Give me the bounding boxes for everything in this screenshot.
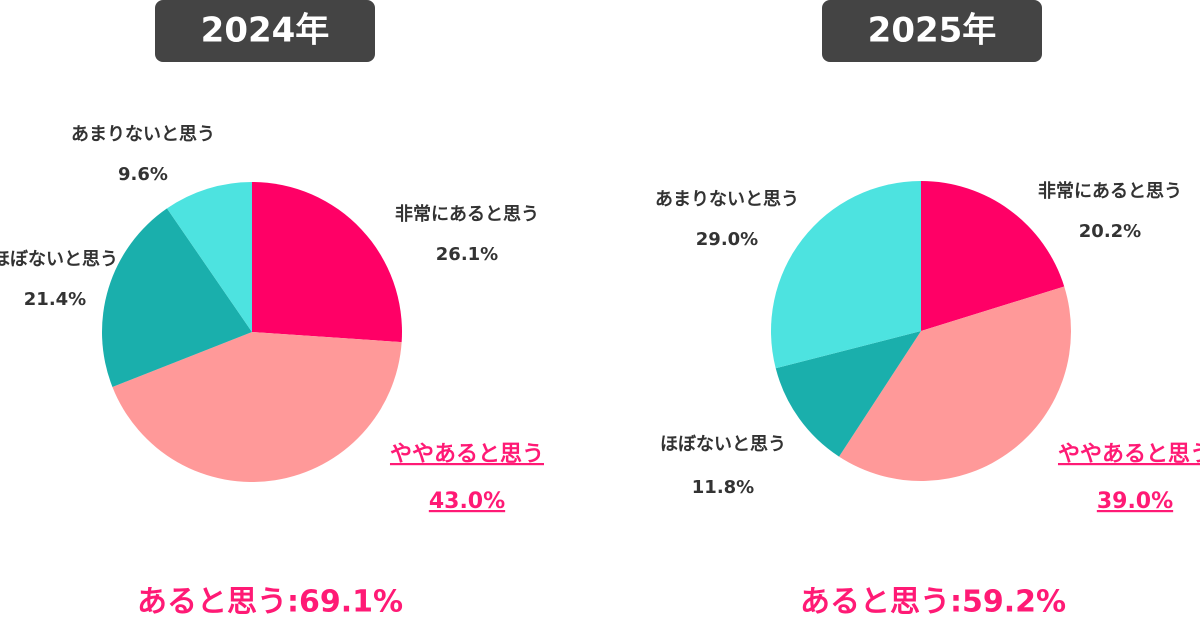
pie-slice bbox=[166, 182, 252, 332]
pie-slice bbox=[839, 286, 1072, 482]
slice-value: 39.0% bbox=[1097, 489, 1173, 514]
slice-label: あまりないと思う bbox=[655, 189, 799, 210]
slice-value: 9.6% bbox=[118, 164, 168, 185]
pie-slice bbox=[775, 331, 921, 457]
slice-label: ややあると思う bbox=[390, 442, 544, 467]
slice-value: 26.1% bbox=[436, 244, 498, 265]
pie-slice bbox=[252, 182, 402, 343]
summary-annotation: あると思う:59.2% bbox=[800, 585, 1066, 620]
slice-value: 29.0% bbox=[696, 229, 758, 250]
chart-title: 2025年 bbox=[868, 11, 997, 51]
slice-value: 20.2% bbox=[1079, 221, 1141, 242]
title-box bbox=[155, 0, 375, 62]
pie-slice bbox=[102, 208, 253, 387]
pie-slice bbox=[921, 181, 1065, 331]
pie-slice bbox=[771, 181, 921, 369]
slice-label: ほぼないと思う bbox=[660, 434, 786, 455]
slice-value: 11.8% bbox=[692, 477, 754, 498]
title-box bbox=[822, 0, 1042, 62]
slice-label: ややあると思う bbox=[1058, 442, 1200, 467]
slice-value: 21.4% bbox=[24, 289, 86, 310]
pie-slice bbox=[112, 332, 402, 483]
slice-label: 非常にあると思う bbox=[395, 203, 539, 225]
summary-annotation: あると思う:69.1% bbox=[137, 585, 403, 620]
slice-label: ほぼないと思う bbox=[0, 249, 118, 270]
slice-value: 43.0% bbox=[429, 489, 505, 514]
slice-label: あまりないと思う bbox=[71, 124, 215, 145]
chart-title: 2024年 bbox=[201, 11, 330, 51]
slice-label: 非常にあると思う bbox=[1038, 180, 1182, 202]
